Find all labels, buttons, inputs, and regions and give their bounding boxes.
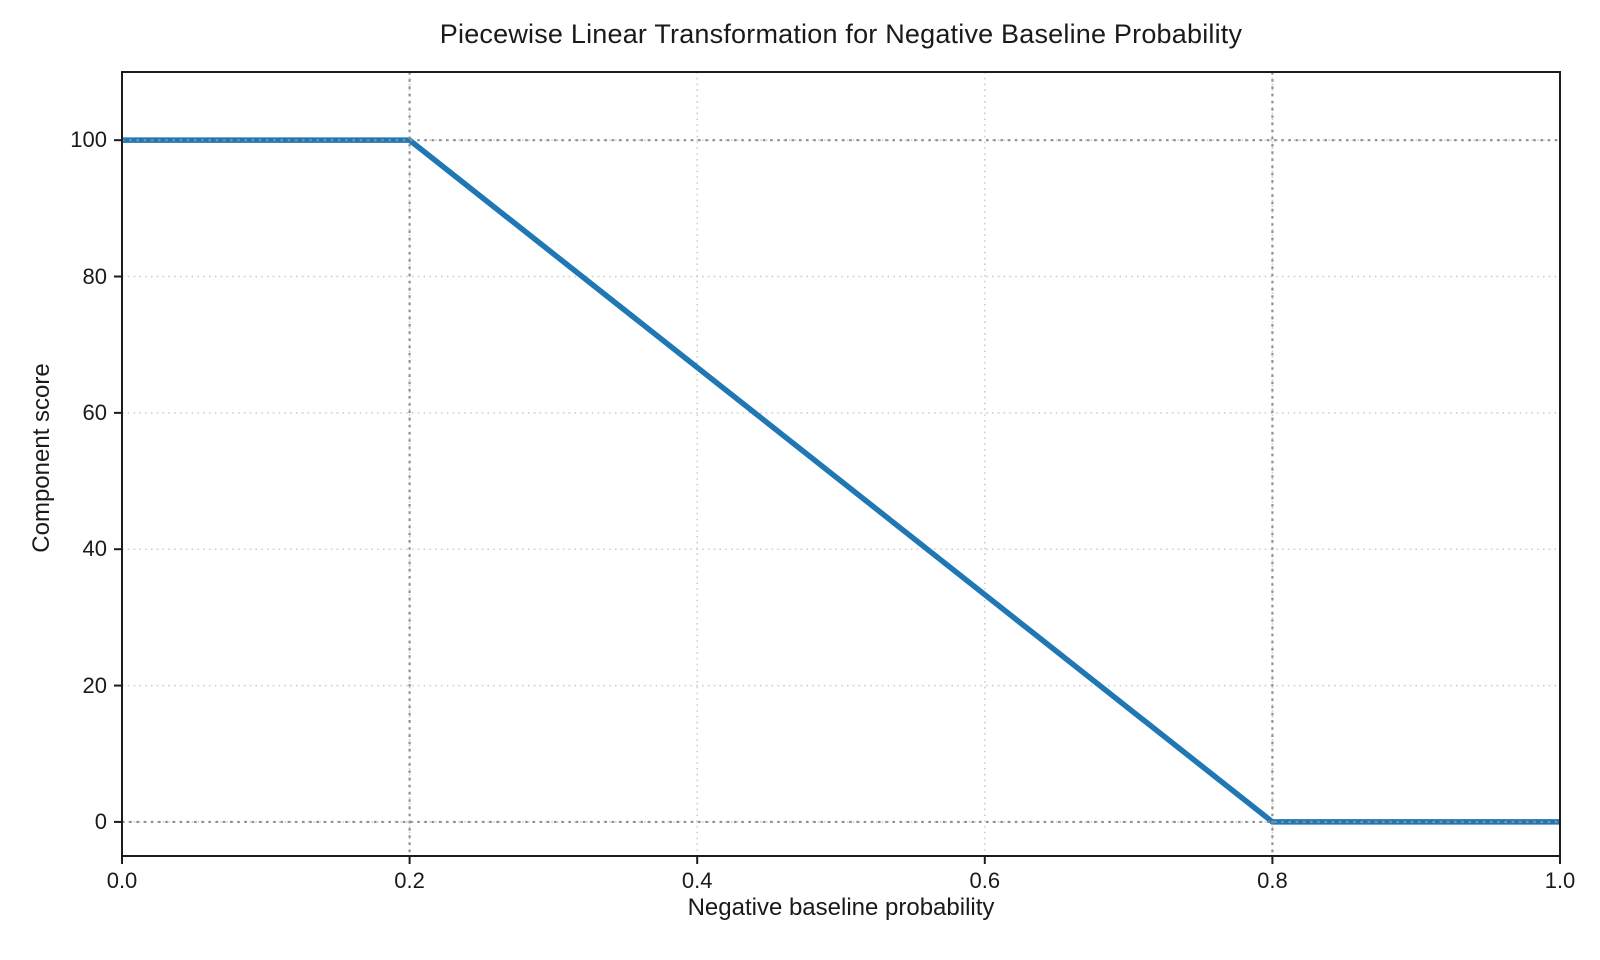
x-tick-label: 0.6 — [969, 868, 1001, 893]
x-tick-label: 0.0 — [106, 868, 138, 893]
x-tick-label: 1.0 — [1544, 868, 1576, 893]
x-tick-label: 0.8 — [1257, 868, 1288, 893]
y-tick-label: 40 — [82, 536, 107, 562]
plot-border — [121, 71, 1561, 857]
x-tick-label: 0.2 — [394, 868, 425, 893]
x-tick-label: 0.4 — [681, 868, 713, 893]
y-tick-label: 0 — [94, 808, 107, 834]
chart-title: Piecewise Linear Transformation for Nega… — [439, 19, 1243, 49]
y-tick-label: 60 — [82, 399, 107, 425]
y-tick-label: 100 — [70, 127, 107, 153]
x-axis-label: Negative baseline probability — [687, 894, 995, 921]
y-axis-label: Component score — [28, 363, 55, 553]
y-tick-label: 20 — [82, 672, 107, 698]
y-tick-label: 80 — [82, 263, 107, 289]
series-line — [122, 137, 1560, 825]
